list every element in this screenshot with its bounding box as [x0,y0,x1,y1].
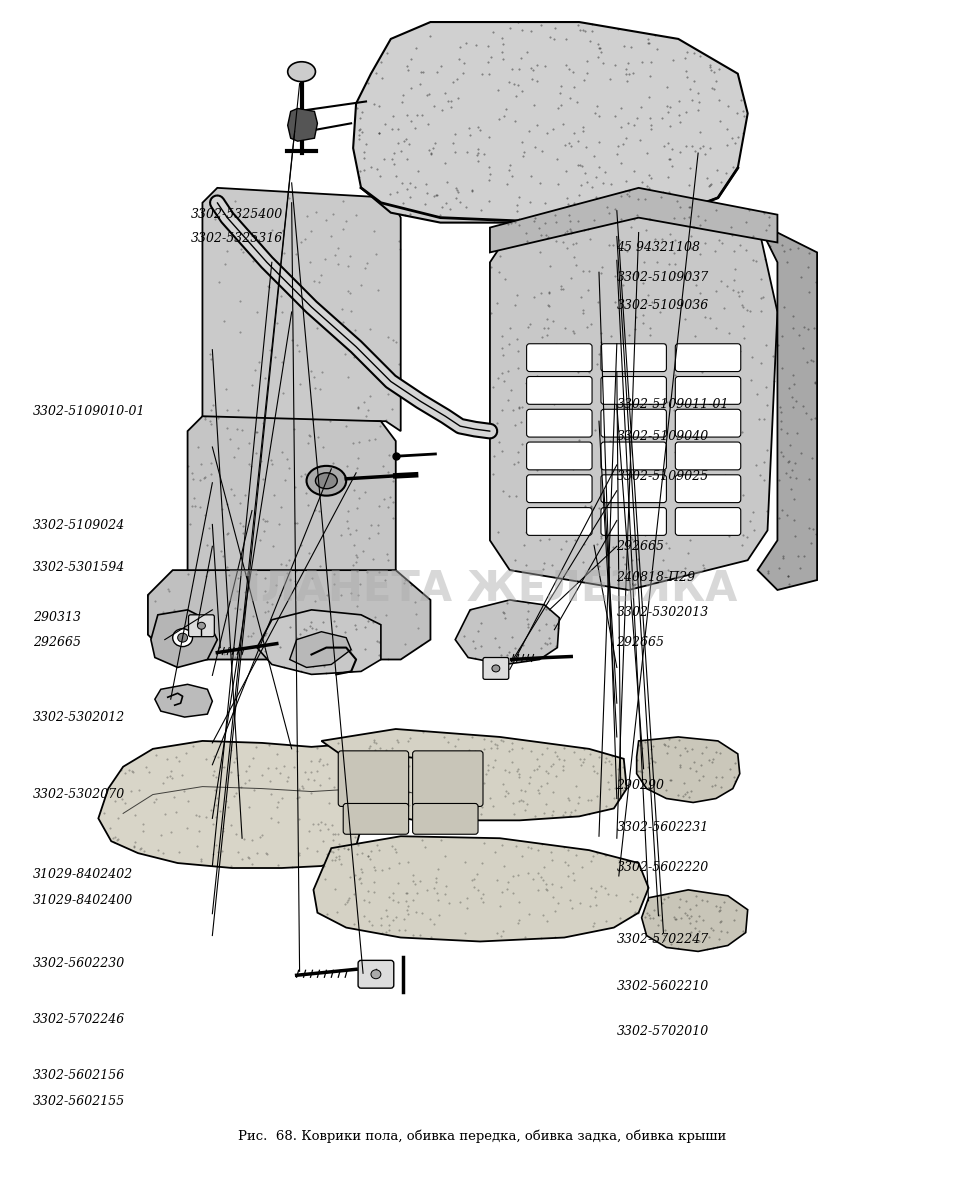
Text: 292665: 292665 [617,541,665,554]
Text: 3302-5302070: 3302-5302070 [33,788,125,801]
Text: 3302-5302013: 3302-5302013 [617,605,708,618]
Text: ПЛАНЕТА ЖЕЛЕЗЯКА: ПЛАНЕТА ЖЕЛЕЗЯКА [227,569,737,611]
Text: 3302-5302012: 3302-5302012 [33,712,125,724]
Polygon shape [187,416,396,590]
Text: 3302-5602156: 3302-5602156 [33,1070,125,1083]
Text: 292665: 292665 [617,636,665,649]
Text: 3302-5602231: 3302-5602231 [617,821,708,834]
FancyBboxPatch shape [527,508,593,535]
Polygon shape [455,600,560,664]
Polygon shape [257,610,381,674]
Polygon shape [148,570,430,660]
FancyBboxPatch shape [676,442,741,470]
Text: 3302-5325316: 3302-5325316 [191,232,283,245]
Ellipse shape [178,634,187,642]
Text: 3302-5602210: 3302-5602210 [617,980,708,993]
Text: 3302-5702010: 3302-5702010 [617,1025,708,1038]
Ellipse shape [316,472,337,489]
FancyBboxPatch shape [601,344,667,371]
Ellipse shape [492,664,500,671]
Text: 3302-5109040: 3302-5109040 [617,430,708,443]
Polygon shape [490,187,778,252]
Polygon shape [321,729,626,820]
Polygon shape [353,22,748,223]
FancyBboxPatch shape [527,409,593,437]
Polygon shape [288,108,317,141]
Polygon shape [758,223,817,590]
FancyBboxPatch shape [601,442,667,470]
Polygon shape [98,741,490,868]
Text: 3302-5109011-01: 3302-5109011-01 [617,398,729,411]
Polygon shape [151,610,217,668]
Text: 3302-5109025: 3302-5109025 [617,470,708,483]
FancyBboxPatch shape [413,803,478,834]
Ellipse shape [288,61,316,81]
Text: 3302-5109036: 3302-5109036 [617,299,708,312]
FancyBboxPatch shape [358,960,394,988]
Text: 3302-5602220: 3302-5602220 [617,861,708,874]
FancyBboxPatch shape [601,377,667,404]
Text: Рис.  68. Коврики пола, обивка передка, обивка задка, обивка крыши: Рис. 68. Коврики пола, обивка передка, о… [238,1130,726,1143]
FancyBboxPatch shape [339,750,408,807]
Text: 240818-П29: 240818-П29 [617,571,696,584]
Text: 3302-5109024: 3302-5109024 [33,519,125,532]
Ellipse shape [371,969,381,979]
FancyBboxPatch shape [676,377,741,404]
Text: 3302-5325400: 3302-5325400 [191,209,283,221]
Polygon shape [290,631,351,668]
Text: 3302-5602230: 3302-5602230 [33,957,125,969]
FancyBboxPatch shape [527,377,593,404]
FancyBboxPatch shape [601,508,667,535]
FancyBboxPatch shape [676,344,741,371]
Text: 3302-5301594: 3302-5301594 [33,562,125,575]
Text: 292665: 292665 [33,636,81,649]
FancyBboxPatch shape [527,442,593,470]
FancyBboxPatch shape [676,508,741,535]
Text: 31029-8402400: 31029-8402400 [33,894,133,907]
Text: 3302-5109010-01: 3302-5109010-01 [33,405,146,418]
FancyBboxPatch shape [601,475,667,503]
FancyBboxPatch shape [344,803,408,834]
Text: 31029-8402402: 31029-8402402 [33,868,133,881]
Polygon shape [314,836,648,941]
Ellipse shape [307,465,346,496]
Polygon shape [642,889,748,952]
Text: 45 94321108: 45 94321108 [617,241,701,254]
Polygon shape [490,198,778,590]
FancyBboxPatch shape [676,409,741,437]
FancyBboxPatch shape [188,615,214,636]
FancyBboxPatch shape [483,657,509,680]
Polygon shape [203,187,400,431]
Text: 3302-5702247: 3302-5702247 [617,933,708,946]
FancyBboxPatch shape [601,409,667,437]
Ellipse shape [173,629,193,647]
FancyBboxPatch shape [413,750,483,807]
Ellipse shape [198,622,206,629]
FancyBboxPatch shape [527,344,593,371]
Text: 3302-5702246: 3302-5702246 [33,1013,125,1026]
Text: 3302-5602155: 3302-5602155 [33,1094,125,1107]
Polygon shape [154,684,212,717]
Text: 3302-5109037: 3302-5109037 [617,271,708,284]
Text: 290290: 290290 [617,779,665,792]
FancyBboxPatch shape [676,475,741,503]
Text: 290313: 290313 [33,610,81,623]
Polygon shape [637,737,740,802]
FancyBboxPatch shape [527,475,593,503]
